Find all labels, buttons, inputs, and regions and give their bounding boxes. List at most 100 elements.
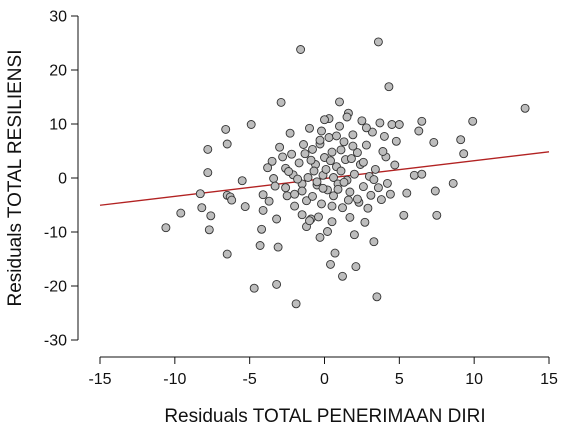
data-point [312,177,322,187]
data-point [330,248,340,258]
data-point [276,97,286,107]
data-point [369,175,379,185]
data-point [324,133,334,142]
data-point [414,126,424,136]
data-point [336,145,346,155]
data-point [367,127,377,137]
data-point [399,210,409,220]
x-axis-title: Residuals TOTAL PENERIMAAN DIRI [164,406,485,427]
data-point [349,230,359,240]
data-point [369,237,379,247]
data-point [321,164,331,174]
data-point [336,166,346,176]
y-tick-label: -20 [44,279,67,296]
data-point [282,191,292,201]
data-point [204,225,214,235]
data-point [305,216,314,226]
data-point [269,174,279,183]
data-point [468,116,478,126]
data-point [246,120,256,129]
data-point [332,131,341,141]
data-point [329,173,338,182]
data-point [360,217,370,227]
data-point [358,182,368,192]
data-point [264,196,274,206]
data-point [339,137,349,147]
data-point [293,174,303,184]
y-tick-label: -10 [44,225,67,242]
data-point [335,97,344,107]
data-point [345,212,355,222]
data-point [375,118,385,128]
data-point [327,217,337,227]
x-tick-label: 0 [320,371,329,388]
data-point [323,227,332,236]
data-point [302,196,311,206]
data-point [284,167,294,176]
x-tick-label: 10 [465,371,483,388]
data-point [249,283,259,293]
data-point [206,211,216,221]
data-point [327,147,337,157]
data-point [326,156,335,166]
data-point [240,202,250,212]
data-point [303,173,313,182]
y-tick-label: 20 [49,63,67,80]
data-point [335,121,344,131]
data-point [263,163,273,173]
data-point [315,232,325,242]
data-point [320,115,329,125]
y-tick-label: 0 [58,171,67,188]
y-tick-label: 10 [49,117,67,134]
data-point [273,242,283,252]
data-point [294,158,304,168]
data-point [176,208,186,218]
y-tick-label: 30 [49,9,67,26]
data-point [227,195,237,205]
y-axis-title: Residuals TOTAL RESILIENSI [5,50,26,307]
data-point [221,124,231,134]
data-point [197,203,207,213]
data-point [361,123,371,133]
data-point [317,199,326,209]
data-point [317,126,326,136]
data-point [255,241,265,250]
data-point [290,189,300,199]
data-point [258,190,268,200]
data-point [448,178,458,188]
data-point [291,299,301,309]
data-point [379,131,389,141]
data-point [348,130,358,140]
data-point [390,160,400,170]
data-point [429,137,439,147]
data-point [373,183,383,193]
data-point [296,45,306,54]
data-point [352,194,362,204]
data-point [272,214,282,224]
x-tick-label: 5 [395,371,404,388]
data-point [432,210,442,220]
data-point [338,203,347,213]
data-point [203,168,213,178]
data-point [387,120,397,129]
data-point [267,156,277,166]
data-point [346,154,356,164]
data-point [378,147,388,156]
data-point [258,205,268,215]
data-point [430,186,440,196]
data-point [385,189,395,199]
data-point [456,135,466,145]
data-point [402,188,412,198]
data-point [278,152,288,162]
x-tick-label: -15 [88,371,111,388]
data-point [361,140,371,150]
data-point [327,201,337,211]
data-point [290,201,300,211]
x-tick-label: -10 [163,371,186,388]
data-point [306,155,316,165]
data-point [394,120,404,129]
data-point [299,140,308,149]
data-point [339,177,349,187]
data-point [257,224,267,234]
data-point [342,112,352,122]
